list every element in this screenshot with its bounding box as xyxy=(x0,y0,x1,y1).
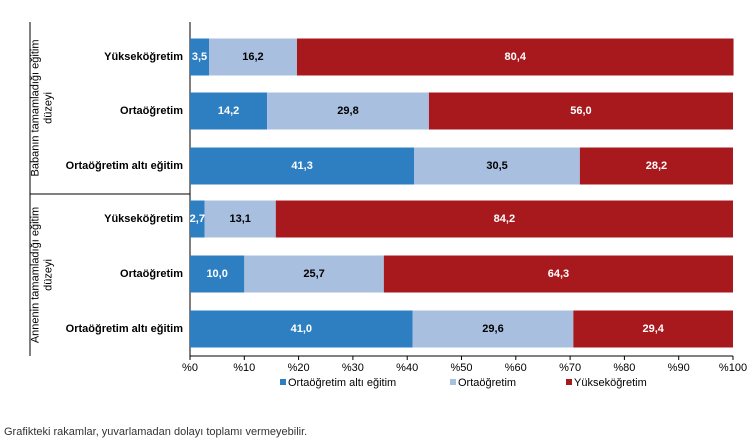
category-label: Ortaöğretim altı eğitim xyxy=(66,323,184,335)
data-label: 30,5 xyxy=(486,160,507,172)
legend-swatch xyxy=(566,379,572,385)
bar-segment xyxy=(190,200,205,238)
legend-label: Ortaöğretim xyxy=(458,377,516,389)
group-label: Babanın tamamladığı eğitimdüzeyi xyxy=(30,40,55,177)
data-label: 28,2 xyxy=(646,160,667,172)
group-label-line: Babanın tamamladığı eğitim xyxy=(30,40,42,177)
legend-swatch xyxy=(280,379,286,385)
bar-segment xyxy=(244,255,384,293)
bar-segment xyxy=(267,92,429,130)
data-label: 29,8 xyxy=(337,105,358,117)
category-label: Ortaöğretim xyxy=(120,105,183,117)
x-tick-label: %70 xyxy=(559,362,581,374)
category-label: Yükseköğretim xyxy=(104,213,183,225)
category-label: Ortaöğretim altı eğitim xyxy=(66,160,184,172)
x-tick-label: %90 xyxy=(668,362,690,374)
bar-segment xyxy=(190,255,245,293)
bar-segment xyxy=(414,147,580,185)
legend-swatch xyxy=(450,379,456,385)
data-label: 16,2 xyxy=(242,51,263,63)
bar-segment xyxy=(579,147,733,185)
data-label: 41,0 xyxy=(291,323,312,335)
data-label: 64,3 xyxy=(548,268,569,280)
legend-label: Ortaöğretim altı eğitim xyxy=(288,377,396,389)
bar-segment xyxy=(190,38,210,76)
bar-segment xyxy=(383,255,733,293)
group-label-line: düzeyi xyxy=(42,259,54,291)
x-tick-label: %10 xyxy=(233,362,255,374)
x-tick-label: %40 xyxy=(396,362,418,374)
bar-segment xyxy=(573,310,733,348)
data-label: 13,1 xyxy=(230,213,251,225)
category-label: Ortaöğretim xyxy=(120,268,183,280)
data-label: 3,5 xyxy=(192,51,207,63)
data-label: 14,2 xyxy=(218,105,239,117)
data-label: 80,4 xyxy=(505,51,527,63)
bar-segment xyxy=(204,200,276,238)
data-label: 84,2 xyxy=(494,213,515,225)
footnote: Grafikteki rakamlar, yuvarlamadan dolayı… xyxy=(4,426,308,438)
group-label-line: Annenin tamamladığı eğitim xyxy=(30,207,42,343)
bar-segment xyxy=(296,38,734,76)
x-tick-label: %20 xyxy=(288,362,310,374)
x-tick-label: %0 xyxy=(182,362,198,374)
bar-segment xyxy=(209,38,297,76)
data-label: 25,7 xyxy=(303,268,324,280)
bar-segment xyxy=(190,310,413,348)
data-label: 29,6 xyxy=(482,323,503,335)
bar-segment xyxy=(190,92,268,130)
bar-segment xyxy=(190,147,415,185)
data-label: 41,3 xyxy=(291,160,312,172)
data-label: 29,4 xyxy=(642,323,664,335)
x-tick-label: %80 xyxy=(613,362,635,374)
bar-segment xyxy=(412,310,574,348)
data-label: 56,0 xyxy=(570,105,591,117)
x-tick-label: %60 xyxy=(505,362,527,374)
stacked-bar-chart: Babanın tamamladığı eğitimdüzeyiAnnenin … xyxy=(29,22,747,389)
x-tick-label: %50 xyxy=(450,362,472,374)
bar-segment xyxy=(428,92,733,130)
legend-label: Yükseköğretim xyxy=(574,377,647,389)
data-label: 10,0 xyxy=(206,268,227,280)
category-label: Yükseköğretim xyxy=(104,51,183,63)
bar-segment xyxy=(275,200,733,238)
x-tick-label: %100 xyxy=(719,362,747,374)
group-label-line: düzeyi xyxy=(42,92,54,124)
group-label: Annenin tamamladığı eğitimdüzeyi xyxy=(30,207,55,343)
data-label: 2,7 xyxy=(190,213,205,225)
x-tick-label: %30 xyxy=(342,362,364,374)
